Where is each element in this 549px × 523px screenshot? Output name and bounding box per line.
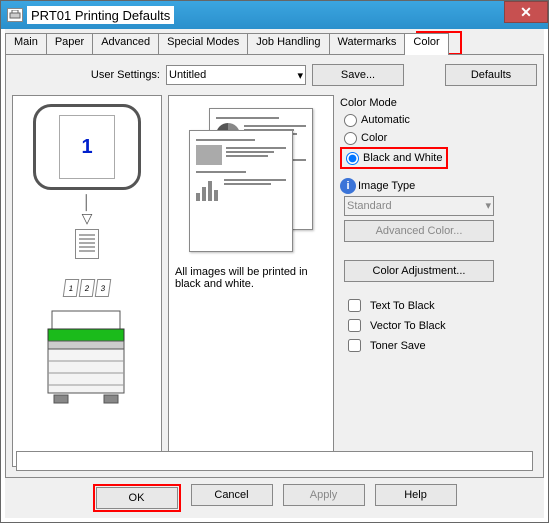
color-mode-title: Color Mode xyxy=(340,97,537,109)
close-button[interactable]: ✕ xyxy=(504,1,548,23)
radio-automatic-input[interactable] xyxy=(344,114,357,127)
radio-color[interactable]: Color xyxy=(340,129,537,147)
info-icon[interactable]: i xyxy=(340,178,356,194)
image-type-title: Image Type xyxy=(358,180,415,192)
user-settings-combo[interactable]: Untitled ▾ xyxy=(166,65,306,85)
tab-advanced[interactable]: Advanced xyxy=(92,33,159,55)
defaults-button[interactable]: Defaults xyxy=(445,64,537,86)
tab-color[interactable]: Color xyxy=(404,33,448,55)
image-type-title-row: i Image Type xyxy=(340,178,537,194)
document-icon xyxy=(75,229,99,259)
tab-special-modes[interactable]: Special Modes xyxy=(158,33,248,55)
close-icon: ✕ xyxy=(520,4,532,21)
tab-main[interactable]: Main xyxy=(5,33,47,55)
user-settings-value: Untitled xyxy=(169,69,206,81)
tab-job-handling[interactable]: Job Handling xyxy=(247,33,329,55)
radio-bw-label: Black and White xyxy=(363,152,442,164)
radio-bw-highlight: Black and White xyxy=(340,147,448,169)
flow-line-icon: │ xyxy=(83,194,92,210)
copy-2-icon: 2 xyxy=(79,279,96,297)
radio-automatic-label: Automatic xyxy=(361,114,410,126)
help-button[interactable]: Help xyxy=(375,484,457,506)
user-settings-row: User Settings: Untitled ▾ Save... Defaul… xyxy=(6,55,543,89)
save-button[interactable]: Save... xyxy=(312,64,404,86)
chk-text-to-black-label: Text To Black xyxy=(370,300,435,312)
apply-button: Apply xyxy=(283,484,365,506)
flow-arrow-icon: ▽ xyxy=(82,210,93,227)
window-title: PRT01 Printing Defaults xyxy=(31,8,170,23)
advanced-color-button: Advanced Color... xyxy=(344,220,494,242)
copies-icon: 1 2 3 xyxy=(64,279,110,297)
chk-text-to-black[interactable]: Text To Black xyxy=(340,296,537,316)
document-preview-panel: All images will be printed in black and … xyxy=(168,95,334,467)
chk-vector-to-black-label: Vector To Black xyxy=(370,320,446,332)
user-settings-label: User Settings: xyxy=(12,69,160,81)
chk-vector-to-black[interactable]: Vector To Black xyxy=(340,316,537,336)
radio-color-label: Color xyxy=(361,132,387,144)
tab-paper[interactable]: Paper xyxy=(46,33,93,55)
page-sheet: 1 xyxy=(59,115,115,179)
device-preview: 1 │ ▽ 1 2 3 xyxy=(12,95,162,467)
color-adjustment-button[interactable]: Color Adjustment... xyxy=(344,260,494,282)
sample-page-front xyxy=(189,130,293,252)
image-type-value: Standard xyxy=(347,200,392,212)
client-area: Main Paper Advanced Special Modes Job Ha… xyxy=(5,29,544,518)
image-type-combo: Standard ▾ xyxy=(344,196,494,216)
dialog-buttons: OK Cancel Apply Help xyxy=(5,484,544,512)
cancel-button[interactable]: Cancel xyxy=(191,484,273,506)
radio-bw-input[interactable] xyxy=(346,152,359,165)
printer-device-icon xyxy=(32,307,142,407)
radio-color-input[interactable] xyxy=(344,132,357,145)
document-stack-icon xyxy=(181,104,321,254)
document-preview: All images will be printed in black and … xyxy=(168,95,334,467)
copy-1-icon: 1 xyxy=(63,279,80,297)
tab-watermarks[interactable]: Watermarks xyxy=(329,33,406,55)
chevron-down-icon: ▾ xyxy=(297,69,303,82)
tab-strip: Main Paper Advanced Special Modes Job Ha… xyxy=(5,33,544,55)
ok-button[interactable]: OK xyxy=(96,487,178,509)
radio-black-white[interactable]: Black and White xyxy=(342,149,442,167)
main-columns: 1 │ ▽ 1 2 3 xyxy=(12,95,537,467)
chk-toner-save-input[interactable] xyxy=(348,339,361,352)
options-panel: Color Mode Automatic Color Black and Whi… xyxy=(340,95,537,467)
chevron-down-icon: ▾ xyxy=(485,199,491,212)
ok-highlight: OK xyxy=(93,484,181,512)
chk-toner-save[interactable]: Toner Save xyxy=(340,336,537,356)
tab-body: User Settings: Untitled ▾ Save... Defaul… xyxy=(5,54,544,478)
device-preview-panel: 1 │ ▽ 1 2 3 xyxy=(12,95,162,467)
status-bar xyxy=(16,451,533,471)
copy-3-icon: 3 xyxy=(95,279,112,297)
printing-defaults-window: PRT01 Printing Defaults ✕ Main Paper Adv… xyxy=(0,0,549,523)
page-on-device-icon: 1 xyxy=(33,104,141,190)
chk-vector-to-black-input[interactable] xyxy=(348,319,361,332)
radio-automatic[interactable]: Automatic xyxy=(340,111,537,129)
chk-toner-save-label: Toner Save xyxy=(370,340,426,352)
preview-description: All images will be printed in black and … xyxy=(175,266,327,290)
printer-icon xyxy=(7,8,23,22)
chk-text-to-black-input[interactable] xyxy=(348,299,361,312)
titlebar: PRT01 Printing Defaults ✕ xyxy=(1,1,548,29)
